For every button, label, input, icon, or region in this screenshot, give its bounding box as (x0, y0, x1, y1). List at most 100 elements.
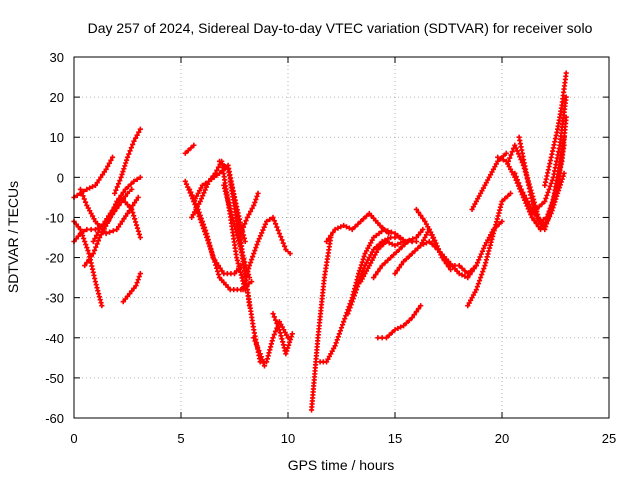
data-point (231, 271, 238, 277)
interpolated-markers (368, 249, 380, 266)
interpolated-markers (380, 225, 389, 234)
x-tick-label: 25 (602, 431, 616, 446)
interpolated-markers (130, 209, 142, 237)
interpolated-markers (394, 261, 405, 274)
interpolated-markers (437, 249, 449, 262)
data-point (561, 170, 567, 176)
data-point (270, 335, 276, 341)
data-point (264, 359, 270, 365)
y-tick-label: 20 (50, 90, 64, 105)
series-s25 (345, 234, 402, 317)
data-point (529, 214, 535, 221)
interpolated-markers (352, 221, 361, 230)
grid (74, 57, 609, 418)
interpolated-markers (543, 177, 555, 201)
plot-frame (73, 56, 610, 419)
interpolated-markers (419, 229, 431, 246)
data-point (270, 214, 276, 221)
interpolated-markers (466, 289, 478, 306)
data-point (189, 214, 195, 221)
data-point (246, 262, 253, 269)
data-point (137, 234, 143, 241)
data-point (503, 150, 509, 156)
data-point (191, 198, 197, 204)
data-point (255, 238, 261, 245)
data-point (465, 271, 471, 277)
data-point (120, 299, 126, 305)
data-point (240, 287, 246, 293)
data-point (124, 210, 131, 217)
interpolated-markers (411, 306, 422, 318)
interpolated-markers (239, 218, 249, 233)
interpolated-markers (116, 189, 126, 201)
data-point (561, 134, 567, 140)
interpolated-markers (403, 253, 412, 262)
data-point (418, 242, 424, 249)
data-point (542, 198, 548, 204)
data-point (366, 262, 372, 269)
y-tick-label: -10 (45, 210, 64, 225)
data-point (341, 319, 347, 325)
interpolated-markers (378, 241, 387, 250)
interpolated-markers (517, 137, 528, 169)
interpolated-markers (115, 213, 129, 230)
interpolated-markers (531, 217, 541, 230)
data-point (92, 182, 98, 188)
interpolated-markers (479, 177, 491, 194)
interpolated-markers (87, 184, 96, 191)
interpolated-markers (278, 321, 290, 338)
interpolated-markers (354, 265, 367, 290)
data-point (392, 271, 398, 277)
series-s38 (516, 134, 567, 233)
interpolated-markers (256, 221, 268, 242)
interpolated-markers (333, 322, 346, 346)
interpolated-markers (459, 265, 468, 274)
interpolated-markers (559, 73, 569, 105)
interpolated-markers (373, 241, 382, 250)
interpolated-markers (214, 161, 223, 173)
data-point (358, 279, 364, 285)
data-point (377, 222, 383, 229)
interpolated-markers (258, 354, 266, 366)
data-point (101, 222, 107, 229)
data-point (499, 218, 505, 225)
data-point (413, 206, 419, 213)
interpolated-markers (309, 338, 321, 410)
interpolated-markers (549, 177, 560, 209)
data-point (478, 190, 484, 196)
series-s18 (238, 190, 261, 237)
interpolated-markers (412, 245, 421, 254)
interpolated-markers (132, 129, 142, 141)
interpolated-markers (361, 213, 370, 222)
data-point (345, 311, 351, 317)
interpolated-markers (120, 197, 133, 210)
data-point (420, 226, 426, 233)
interpolated-markers (543, 209, 553, 230)
interpolated-markers (429, 241, 438, 250)
interpolated-markers (73, 233, 81, 242)
interpolated-markers (94, 169, 107, 186)
interpolated-markers (278, 234, 288, 249)
series-s28 (371, 238, 419, 281)
data-point (356, 271, 362, 277)
interpolated-markers (474, 245, 487, 266)
series-s34 (469, 150, 509, 213)
interpolated-markers (468, 265, 477, 274)
data-point (109, 154, 116, 160)
data-point (469, 206, 475, 213)
interpolated-markers (483, 229, 495, 246)
interpolated-markers (185, 145, 194, 154)
data-point (82, 262, 88, 269)
data-point (210, 254, 216, 261)
data-point (206, 178, 212, 184)
data-point (289, 331, 295, 337)
interpolated-markers (395, 240, 404, 247)
x-tick-label: 15 (388, 431, 402, 446)
interpolated-markers (190, 201, 202, 218)
interpolated-markers (350, 274, 361, 298)
interpolated-markers (537, 221, 546, 230)
interpolated-markers (382, 257, 391, 266)
interpolated-markers (441, 257, 452, 270)
interpolated-markers (359, 265, 371, 282)
interpolated-markers (122, 293, 131, 302)
